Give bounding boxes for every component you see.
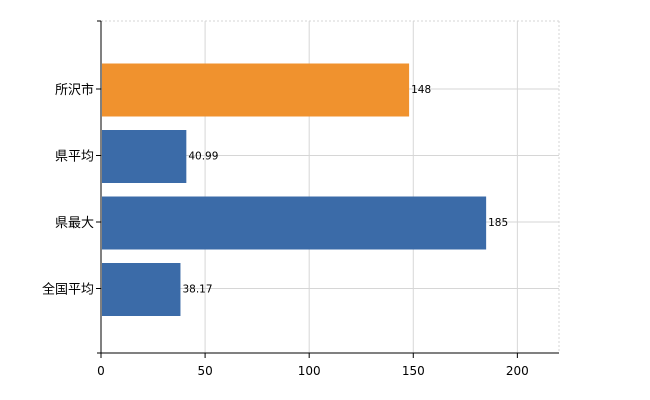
bar [102,63,410,117]
x-tick-label: 100 [298,364,321,378]
data-label: 38.17 [182,284,212,296]
category-label: 所沢市 [55,82,94,98]
x-tick-label: 50 [197,364,212,378]
category-label: 全国平均 [42,282,94,298]
category-label: 県最大 [55,216,94,231]
x-tick-label: 200 [506,364,529,378]
category-label: 県平均 [55,150,94,165]
data-label: 148 [411,84,431,96]
x-tick-label: 150 [402,364,425,378]
x-tick-label: 0 [97,364,105,378]
bar [102,196,487,250]
data-label: 40.99 [188,151,218,163]
bar [102,130,187,183]
bar [102,263,181,316]
data-label: 185 [488,217,508,229]
